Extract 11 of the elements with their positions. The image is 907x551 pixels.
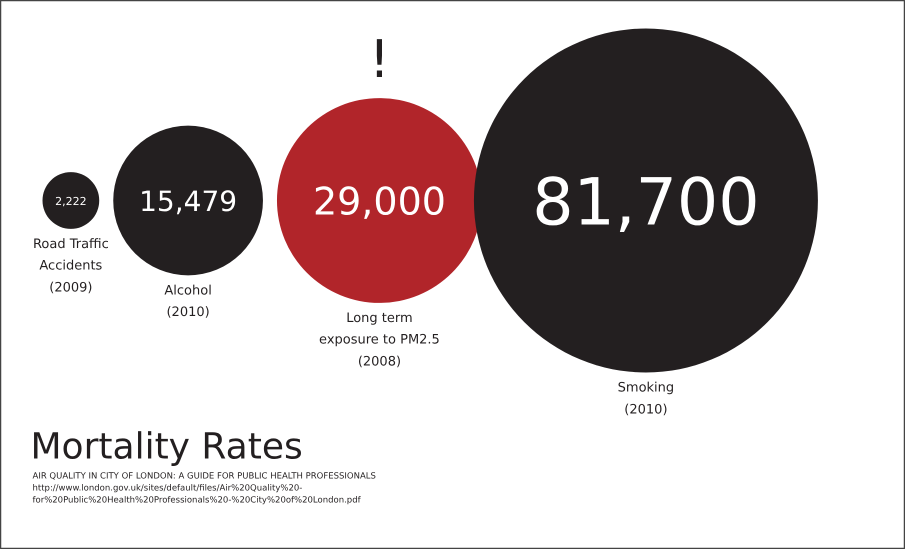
category-label: Smoking (2010) xyxy=(618,380,674,418)
data-label: 15,479 xyxy=(139,185,238,218)
data-label: 2,222 xyxy=(55,195,87,208)
category-label: Long term exposure to PM2.5 (2008) xyxy=(319,310,440,370)
text: ! xyxy=(369,30,390,90)
data-label: 81,700 xyxy=(532,166,760,240)
text: AIR QUALITY IN CITY OF LONDON: A GUIDE FOR PUBLIC HEALTH PROFESSIONALS http://www.london.gov.uk/sites/default/files/Air%20Quality%20- for%20Public%20Health%20Professionals%20-%20City%20of%20London.pdf xyxy=(32,472,376,506)
data-label: 29,000 xyxy=(312,180,446,224)
category-label: Road Traffic Accidents (2009) xyxy=(32,236,109,296)
category-label: Alcohol (2010) xyxy=(164,283,212,320)
text: Mortality Rates xyxy=(30,426,303,468)
